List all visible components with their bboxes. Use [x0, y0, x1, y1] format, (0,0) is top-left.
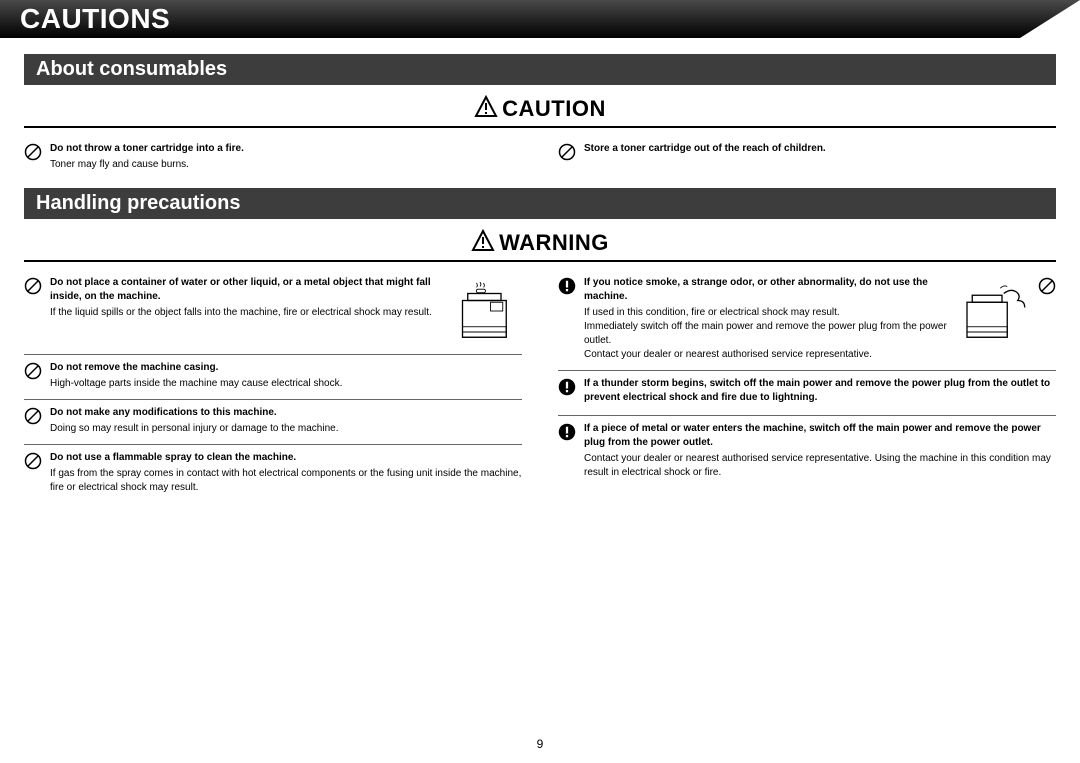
mandatory-icon	[558, 277, 576, 295]
item-bold: Do not make any modifications to this ma…	[50, 406, 522, 420]
item-bold: If you notice smoke, a strange odor, or …	[584, 276, 952, 304]
item-bold: Store a toner cartridge out of the reach…	[584, 142, 1056, 156]
warning-item: If you notice smoke, a strange odor, or …	[558, 270, 1056, 371]
divider	[24, 260, 1056, 262]
warning-label: WARNING	[24, 229, 1056, 260]
item-bold: Do not place a container of water or oth…	[50, 276, 444, 304]
page-header-band: CAUTIONS	[0, 0, 1080, 38]
prohibit-icon	[24, 452, 42, 470]
item-body: If the liquid spills or the object falls…	[50, 307, 432, 318]
divider	[24, 126, 1056, 128]
prohibit-icon	[1038, 277, 1056, 362]
caution-item: Store a toner cartridge out of the reach…	[558, 136, 1056, 169]
warning-item: If a thunder storm begins, switch off th…	[558, 371, 1056, 416]
item-body: If gas from the spray comes in contact w…	[50, 468, 521, 493]
caution-item: Do not throw a toner cartridge into a fi…	[24, 136, 522, 180]
section-heading-handling: Handling precautions	[24, 188, 1056, 219]
mandatory-icon	[558, 378, 576, 396]
caution-label: CAUTION	[24, 95, 1056, 126]
prohibit-icon	[24, 362, 42, 380]
item-bold: If a piece of metal or water enters the …	[584, 422, 1056, 450]
item-body: Contact your dealer or nearest authorise…	[584, 453, 1051, 478]
machine-illustration	[452, 276, 522, 346]
warning-triangle-icon	[471, 229, 495, 253]
warning-item: If a piece of metal or water enters the …	[558, 416, 1056, 488]
item-bold: Do not remove the machine casing.	[50, 361, 522, 375]
item-bold: Do not throw a toner cartridge into a fi…	[50, 142, 522, 156]
warning-item: Do not place a container of water or oth…	[24, 270, 522, 355]
warning-item: Do not remove the machine casing. High-vo…	[24, 355, 522, 400]
prohibit-icon	[24, 143, 42, 161]
item-body: If used in this condition, fire or elect…	[584, 307, 947, 360]
item-body: Toner may fly and cause burns.	[50, 159, 189, 170]
item-bold: If a thunder storm begins, switch off th…	[584, 377, 1056, 405]
mandatory-icon	[558, 423, 576, 441]
section-heading-consumables: About consumables	[24, 54, 1056, 85]
item-body: High-voltage parts inside the machine ma…	[50, 378, 342, 389]
page-title: CAUTIONS	[20, 0, 1080, 38]
machine-illustration	[960, 276, 1030, 346]
warning-triangle-icon	[474, 95, 498, 119]
warning-item: Do not use a flammable spray to clean th…	[24, 445, 522, 503]
warning-item: Do not make any modifications to this ma…	[24, 400, 522, 445]
page-number: 9	[537, 737, 544, 751]
prohibit-icon	[24, 407, 42, 425]
prohibit-icon	[558, 143, 576, 161]
item-body: Doing so may result in personal injury o…	[50, 423, 338, 434]
item-bold: Do not use a flammable spray to clean th…	[50, 451, 522, 465]
prohibit-icon	[24, 277, 42, 295]
